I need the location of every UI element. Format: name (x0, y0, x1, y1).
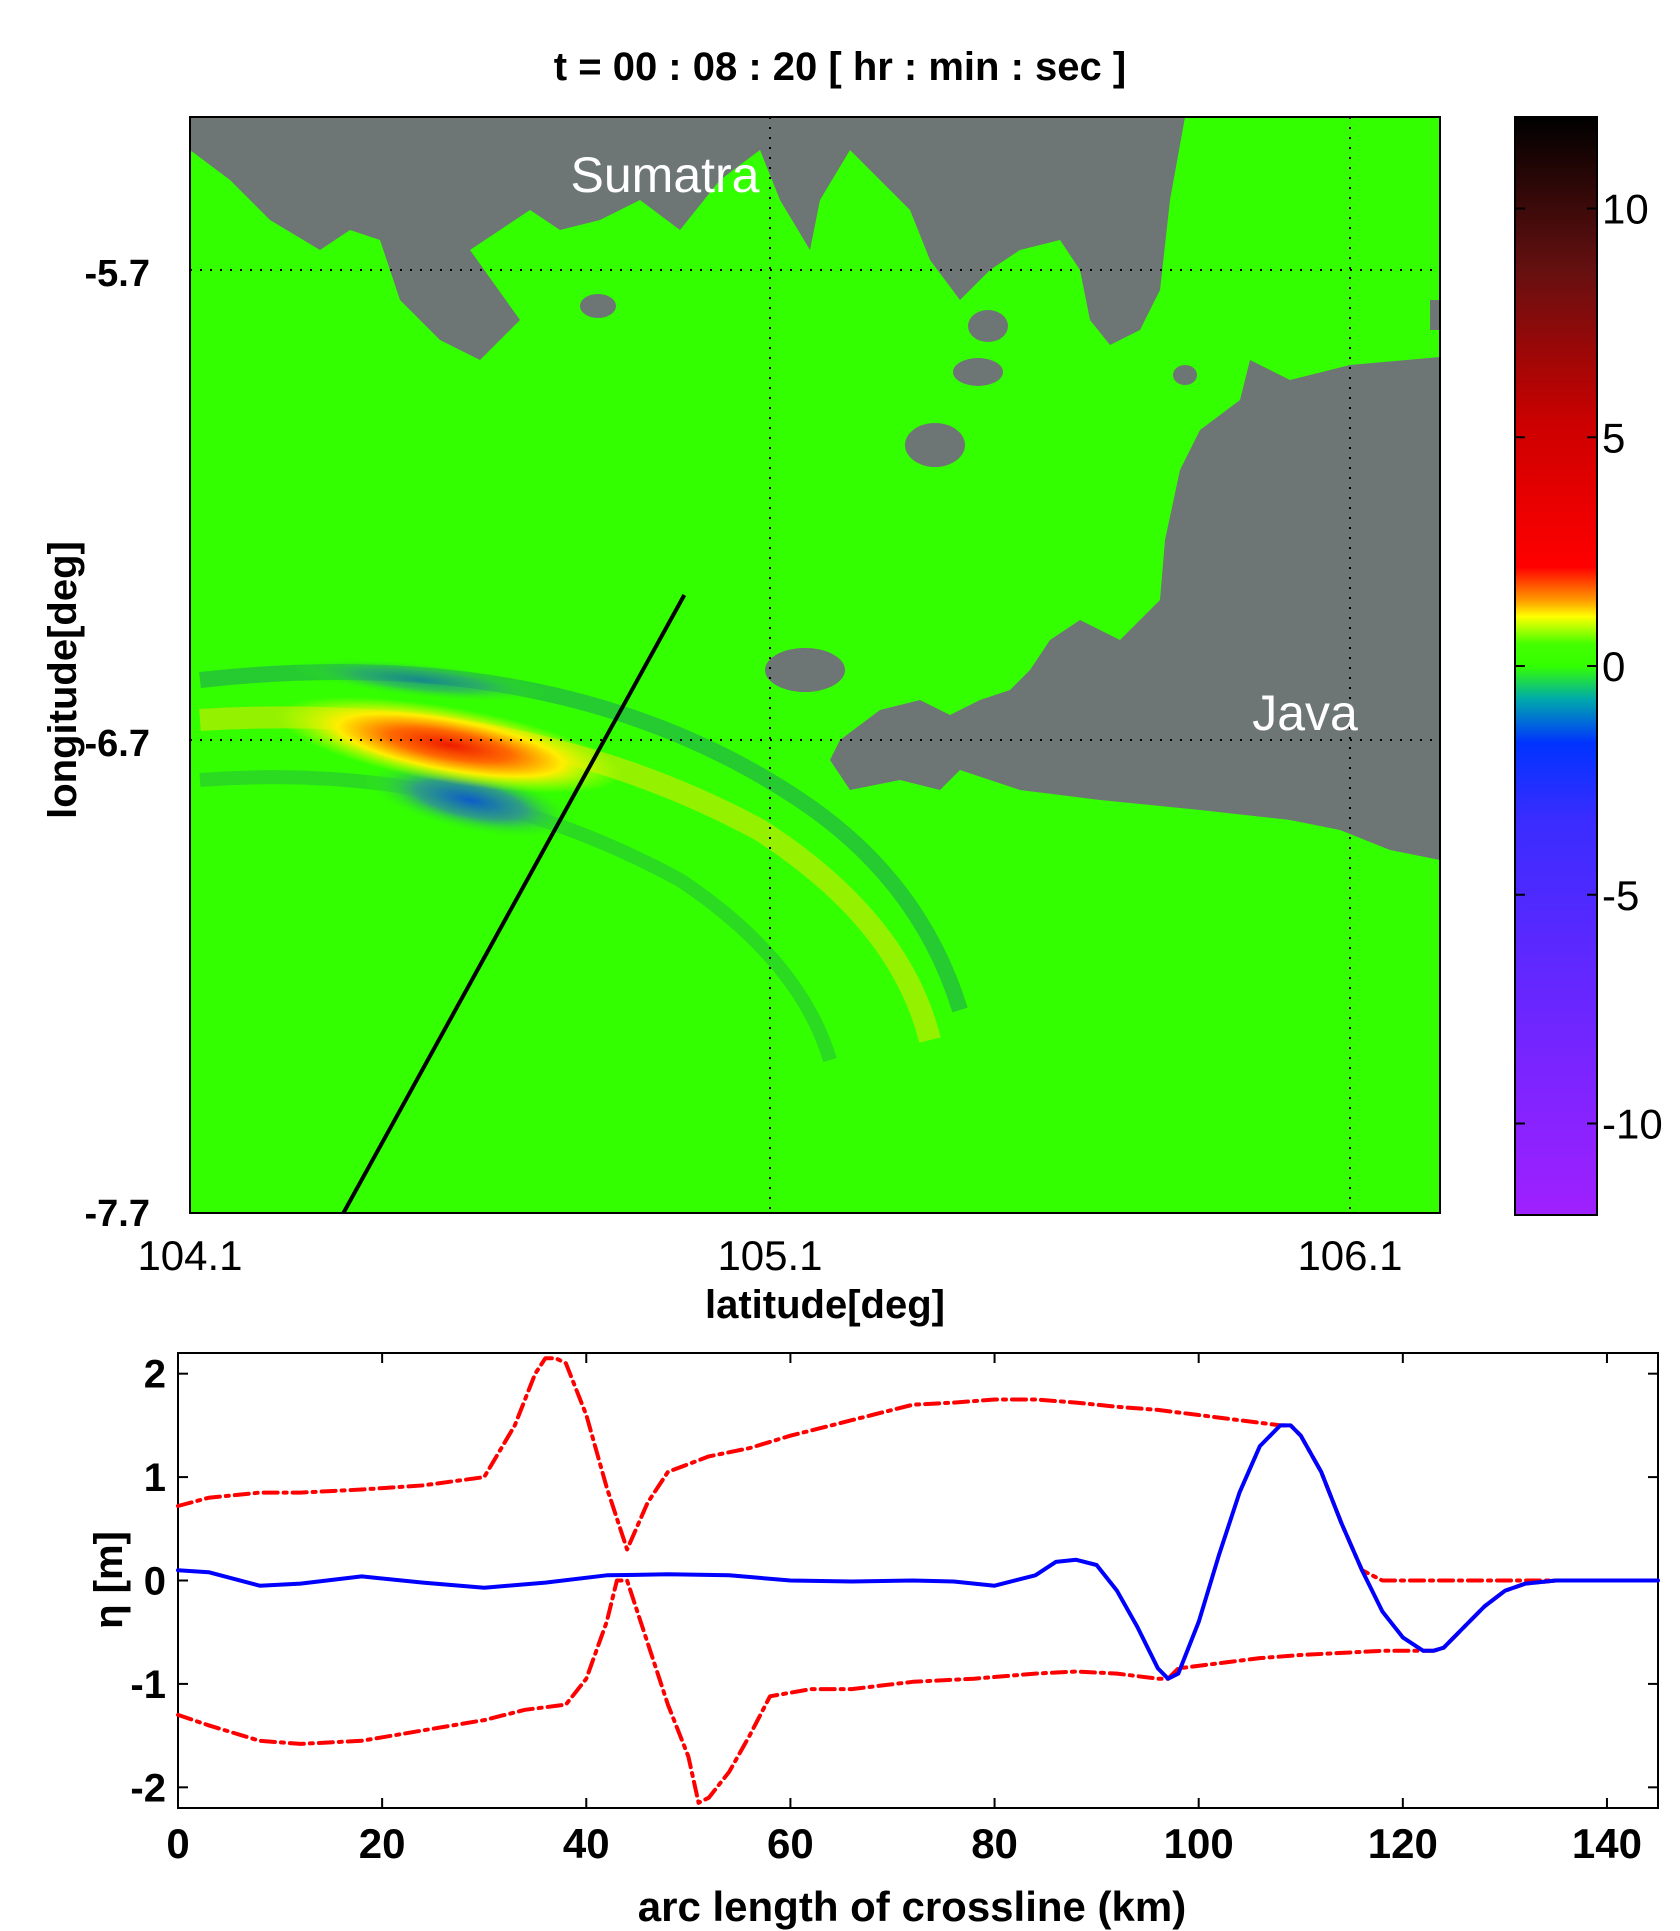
chart-axis-ticks: 0 20 40 60 80 100 120 140 2 1 0 -1 -2 (130, 1353, 1658, 1867)
crossline (341, 594, 687, 1213)
x-tick-label: 40 (563, 1820, 610, 1867)
map-ylabel: longitude[deg] (41, 541, 85, 819)
map-ticks (190, 116, 1440, 1214)
colorbar-tick-label: -5 (1602, 872, 1639, 919)
island (765, 648, 845, 692)
wave-front-trough (199, 770, 837, 1063)
x-tick-label: 0 (166, 1820, 189, 1867)
x-tick-label: 60 (767, 1820, 814, 1867)
colorbar (1514, 116, 1598, 1216)
map-title: t = 00 : 08 : 20 [ hr : min : sec ] (554, 45, 1126, 89)
wave-cold-top (290, 657, 550, 703)
wave-peak (277, 696, 623, 794)
island (1173, 365, 1197, 385)
colorbar-tick-label: -10 (1602, 1101, 1663, 1148)
sumatra-land (190, 117, 1185, 360)
series-line-eta (176, 1423, 1660, 1681)
map-ytick: -6.7 (85, 723, 150, 765)
y-tick-label: -1 (130, 1663, 166, 1707)
map-xlabel: latitude[deg] (705, 1283, 945, 1327)
chart-series (176, 1356, 1660, 1805)
map-panel: Sumatra Java (190, 117, 1440, 1213)
colorbar-tick-label: 5 (1602, 414, 1625, 461)
x-tick-label: 100 (1164, 1820, 1234, 1867)
map-xtick: 104.1 (137, 1232, 242, 1279)
map-xtick: 105.1 (717, 1232, 822, 1279)
y-tick-label: 1 (144, 1456, 166, 1500)
map-gridlines (190, 117, 1440, 1213)
island (953, 358, 1003, 386)
x-tick-label: 80 (971, 1820, 1018, 1867)
y-tick-label: 0 (144, 1560, 166, 1604)
java-edge (1430, 300, 1440, 330)
chart-xlabel: arc length of crossline (km) (638, 1883, 1186, 1930)
x-tick-label: 140 (1572, 1820, 1642, 1867)
colorbar-ticks: 10 5 0 -5 -10 (1515, 186, 1663, 1148)
map-frame (189, 116, 1441, 1214)
colorbar-tick-label: 0 (1602, 643, 1625, 690)
map-ytick: -7.7 (85, 1193, 150, 1235)
island (905, 423, 965, 467)
java-label: Java (1252, 685, 1358, 741)
x-tick-label: 120 (1368, 1820, 1438, 1867)
wave-cold-spot (362, 761, 578, 839)
island (968, 310, 1008, 342)
sumatra-label: Sumatra (571, 147, 760, 203)
map-xtick: 106.1 (1297, 1232, 1402, 1279)
y-tick-label: -2 (130, 1766, 166, 1810)
y-tick-label: 2 (144, 1353, 166, 1397)
line-chart: 0 20 40 60 80 100 120 140 2 1 0 -1 -2 arc length of … (87, 1352, 1660, 1930)
x-tick-label: 20 (359, 1820, 406, 1867)
island (580, 294, 616, 318)
chart-ylabel: η [m] (87, 1531, 131, 1629)
java-land (830, 357, 1440, 860)
colorbar-tick-label: 10 (1602, 186, 1649, 233)
map-ytick: -5.7 (85, 253, 150, 295)
